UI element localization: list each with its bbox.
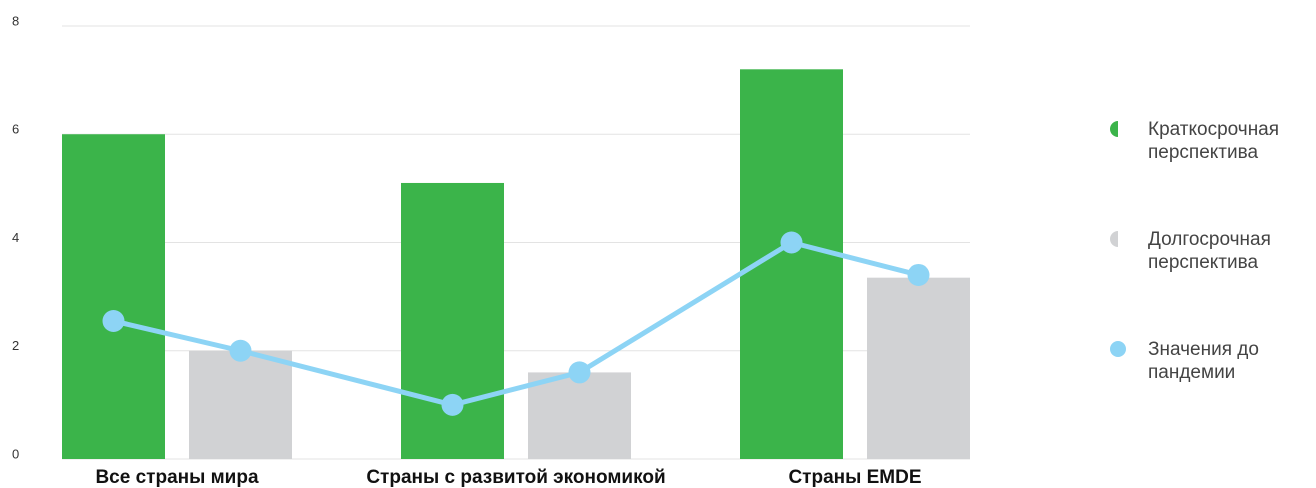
legend-swatch [1110, 121, 1118, 137]
bar [867, 277, 970, 459]
point [568, 361, 591, 384]
legend: Краткосрочная перспектива Долгосрочная пе… [1110, 118, 1310, 448]
bar [528, 372, 631, 459]
x-tick-label: Все страны мира [95, 467, 259, 488]
bar [189, 350, 292, 459]
point [441, 393, 464, 416]
legend-item: Краткосрочная перспектива [1110, 118, 1310, 228]
point [907, 263, 930, 286]
bar [62, 134, 165, 459]
legend-item: Значения до пандемии [1110, 338, 1310, 448]
bar [401, 182, 504, 459]
point [780, 231, 803, 254]
y-tick-label: 6 [12, 122, 19, 137]
y-tick-label: 4 [12, 230, 19, 245]
legend-label: Значения до пандемии [1148, 339, 1259, 383]
legend-label: Долгосрочная перспектива [1148, 229, 1271, 273]
line [112, 239, 920, 408]
legend-swatch [1110, 341, 1126, 357]
legend-label: Краткосрочная перспектива [1148, 119, 1280, 163]
chart: 0 2 4 6 8 Все страны мира Страны с развитой эк… [12, 13, 970, 488]
point [229, 339, 252, 362]
y-tick-label: 2 [12, 338, 19, 353]
x-tick-label: Страны с развитой экономикой [366, 467, 665, 488]
point [102, 309, 125, 332]
y-tick-label: 0 [12, 446, 19, 461]
x-tick-label: Страны EMDE [788, 467, 921, 488]
legend-item: Долгосрочная перспектива [1110, 228, 1310, 338]
y-tick-label: 8 [12, 13, 19, 28]
legend-swatch [1110, 231, 1118, 247]
